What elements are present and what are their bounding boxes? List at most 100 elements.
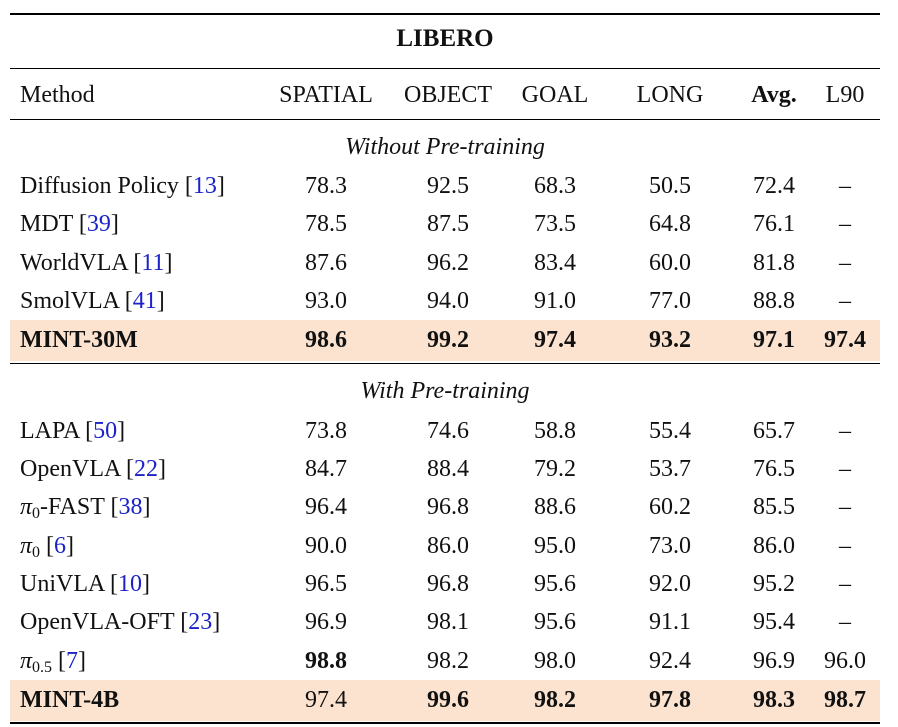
citation-link[interactable]: 11	[141, 250, 165, 276]
header-object: OBJECT	[403, 82, 492, 108]
value-avg: 86.0	[753, 533, 795, 559]
value-goal: 58.8	[534, 418, 576, 444]
value-goal: 95.6	[534, 571, 576, 597]
citation-link[interactable]: 23	[188, 609, 213, 635]
citation-link[interactable]: 38	[118, 494, 143, 520]
value-long: 92.4	[649, 648, 691, 674]
header-spatial: SPATIAL	[279, 82, 373, 108]
method-name: Diffusion Policy	[20, 173, 179, 199]
table-row: MDT [39] 78.5 87.5 73.5 64.8 76.1 –	[0, 205, 898, 243]
table-row: π0 [6] 90.0 86.0 95.0 73.0 86.0 –	[0, 527, 898, 565]
value-long: 50.5	[649, 173, 691, 199]
table-row: π0-FAST [38] 96.4 96.8 88.6 60.2 85.5 –	[0, 488, 898, 526]
value-spatial: 96.4	[305, 494, 347, 520]
method-name: π	[20, 648, 33, 674]
table-row: OpenVLA [22] 84.7 88.4 79.2 53.7 76.5 –	[0, 450, 898, 488]
value-spatial: 96.5	[305, 571, 347, 597]
value-goal: 95.6	[534, 609, 576, 635]
section-rule	[10, 363, 880, 364]
table-row: SmolVLA [41] 93.0 94.0 91.0 77.0 88.8 –	[0, 282, 898, 320]
citation-link[interactable]: 13	[192, 173, 217, 199]
value-object: 98.2	[427, 648, 469, 674]
method-cell: π0.5 [7]	[20, 648, 87, 676]
citation-link[interactable]: 10	[118, 571, 142, 597]
value-l90: 97.4	[824, 327, 866, 353]
value-l90: 96.0	[824, 648, 866, 674]
value-avg: 81.8	[753, 250, 795, 276]
header-rule	[10, 119, 880, 120]
method-cell: π0 [6]	[20, 533, 75, 561]
value-avg: 65.7	[753, 418, 795, 444]
value-goal: 91.0	[534, 288, 576, 314]
method-subscript: 0	[32, 544, 41, 561]
value-l90: 98.7	[824, 687, 866, 713]
table-row: UniVLA [10] 96.5 96.8 95.6 92.0 95.2 –	[0, 565, 898, 603]
method-subscript: 0	[32, 505, 41, 522]
value-object: 98.1	[427, 609, 469, 635]
method-cell: OpenVLA-OFT [23]	[20, 609, 221, 635]
value-spatial: 98.6	[305, 327, 347, 353]
citation-link[interactable]: 22	[133, 456, 158, 482]
value-object: 96.8	[427, 494, 469, 520]
value-l90: –	[839, 418, 851, 444]
value-spatial: 97.4	[305, 687, 347, 713]
value-goal: 97.4	[534, 327, 576, 353]
value-avg: 96.9	[753, 648, 795, 674]
method-cell: UniVLA [10]	[20, 571, 150, 597]
method-name: UniVLA	[20, 571, 104, 597]
value-goal: 98.2	[534, 687, 576, 713]
value-long: 64.8	[649, 211, 691, 237]
value-l90: –	[839, 456, 851, 482]
citation-link[interactable]: 6	[54, 533, 67, 559]
value-long: 73.0	[649, 533, 691, 559]
value-spatial: 78.3	[305, 173, 347, 199]
value-goal: 73.5	[534, 211, 576, 237]
value-spatial: 78.5	[305, 211, 347, 237]
value-spatial: 96.9	[305, 609, 347, 635]
method-suffix: -FAST	[40, 494, 105, 520]
method-cell: WorldVLA [11]	[20, 250, 173, 276]
bottom-rule	[10, 722, 880, 724]
header-row: Method SPATIAL OBJECT GOAL LONG Avg. L90	[0, 76, 898, 114]
value-spatial: 93.0	[305, 288, 347, 314]
value-long: 55.4	[649, 418, 691, 444]
value-goal: 98.0	[534, 648, 576, 674]
value-l90: –	[839, 494, 851, 520]
method-cell: Diffusion Policy [13]	[20, 173, 225, 199]
value-avg: 98.3	[753, 687, 795, 713]
header-long: LONG	[636, 82, 704, 108]
value-spatial: 84.7	[305, 456, 347, 482]
citation-link[interactable]: 7	[66, 648, 79, 674]
value-l90: –	[839, 288, 851, 314]
value-l90: –	[839, 173, 851, 199]
top-rule	[10, 13, 880, 15]
header-l90: L90	[825, 82, 865, 108]
table-row: Diffusion Policy [13] 78.3 92.5 68.3 50.…	[0, 167, 898, 205]
value-avg: 97.1	[753, 327, 795, 353]
method-name: WorldVLA	[20, 250, 128, 276]
table-row: OpenVLA-OFT [23] 96.9 98.1 95.6 91.1 95.…	[0, 603, 898, 641]
value-object: 99.6	[427, 687, 469, 713]
value-spatial: 87.6	[305, 250, 347, 276]
table-row: LAPA [50] 73.8 74.6 58.8 55.4 65.7 –	[0, 412, 898, 450]
citation-link[interactable]: 50	[93, 418, 118, 444]
value-avg: 76.5	[753, 456, 795, 482]
value-long: 93.2	[649, 327, 691, 353]
value-avg: 95.4	[753, 609, 795, 635]
value-long: 91.1	[649, 609, 691, 635]
value-avg: 88.8	[753, 288, 795, 314]
value-goal: 88.6	[534, 494, 576, 520]
value-l90: –	[839, 211, 851, 237]
method-cell: π0-FAST [38]	[20, 494, 151, 522]
table-title: LIBERO	[396, 25, 494, 52]
value-l90: –	[839, 533, 851, 559]
method-name: SmolVLA	[20, 288, 119, 314]
value-avg: 95.2	[753, 571, 795, 597]
value-long: 97.8	[649, 687, 691, 713]
citation-link[interactable]: 41	[132, 288, 157, 314]
value-spatial: 73.8	[305, 418, 347, 444]
value-long: 60.2	[649, 494, 691, 520]
method-name: MINT-30M	[20, 327, 138, 353]
citation-link[interactable]: 39	[86, 211, 111, 237]
highlight-row-mint-4b	[10, 680, 880, 721]
